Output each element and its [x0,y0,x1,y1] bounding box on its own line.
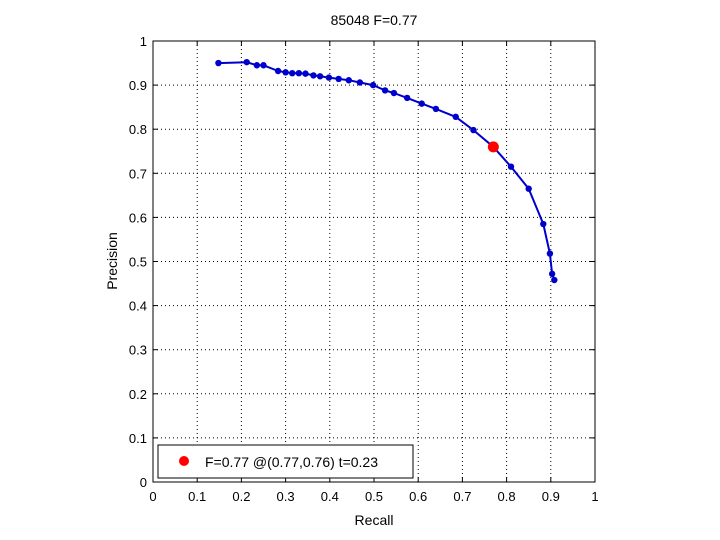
chart-title: 85048 F=0.77 [331,12,418,28]
pr-curve-point [418,100,425,107]
pr-curve-point [432,105,440,113]
pr-curve-point [335,75,342,83]
pr-curve-point [403,94,411,102]
pr-curve-point [274,67,282,75]
x-tick-label: 0.4 [321,489,339,504]
x-tick-label: 0.7 [453,489,471,504]
pr-curve-point [390,89,398,97]
x-tick-label: 0.2 [232,489,250,504]
pr-curve-point [546,250,554,257]
pr-curve-point [215,59,222,67]
pr-curve-point [289,69,296,77]
pr-curve-point [507,163,515,170]
y-tick-label: 0.1 [129,431,147,446]
y-tick-label: 0.8 [129,122,147,137]
x-tick-label: 0.3 [277,489,295,504]
legend: F=0.77 @(0.77,0.76) t=0.23 [157,444,414,479]
y-axis-label: Precision [104,232,120,290]
pr-curve-point [369,81,377,89]
axis-ticks: 0 0.1 0.2 0.3 0.4 0.5 0.6 0.7 0.8 0.9 1 0 0.1 0.2 0.3 0… [129,34,599,504]
pr-curve-point [381,87,389,94]
y-tick-label: 0.7 [129,166,147,181]
y-tick-label: 0.5 [129,255,147,270]
legend-box [157,444,414,479]
x-tick-label: 1 [591,489,598,504]
x-tick-label: 0.9 [542,489,560,504]
x-tick-label: 0.5 [365,489,383,504]
pr-curve-point [551,276,558,284]
pr-curve-point [356,79,364,86]
series-layer [215,58,558,284]
pr-curve-point [243,58,250,66]
pr-curve-point [525,185,532,192]
pr-curve-point [282,69,289,76]
legend-marker [179,456,189,466]
y-tick-label: 0.4 [129,299,147,314]
x-tick-label: 0.6 [409,489,427,504]
best-f-point [487,141,499,153]
x-axis-label: Recall [355,512,394,528]
pr-curve-point [253,62,261,69]
pr-curve-point [540,220,547,228]
pr-curve-point [302,70,309,77]
pr-curve-point [345,77,353,84]
x-tick-label: 0.8 [498,489,516,504]
x-tick-label: 0.1 [188,489,206,504]
y-tick-label: 0.9 [129,78,147,93]
y-tick-label: 0.3 [129,343,147,358]
y-tick-label: 0.6 [129,210,147,225]
pr-curve-point [548,270,556,278]
x-tick-label: 0 [149,489,156,504]
y-tick-label: 0.2 [129,387,147,402]
y-tick-label: 1 [140,34,147,49]
pr-curve-point [295,69,303,77]
pr-curve-point [316,73,324,80]
pr-curve-point [310,72,317,79]
legend-label: F=0.77 @(0.77,0.76) t=0.23 [205,454,378,470]
pr-curve-point [470,126,477,134]
pr-curve-point [325,74,333,81]
y-tick-label: 0 [140,475,147,490]
pr-curve-point [452,113,459,121]
pr-curve-point [260,62,267,69]
